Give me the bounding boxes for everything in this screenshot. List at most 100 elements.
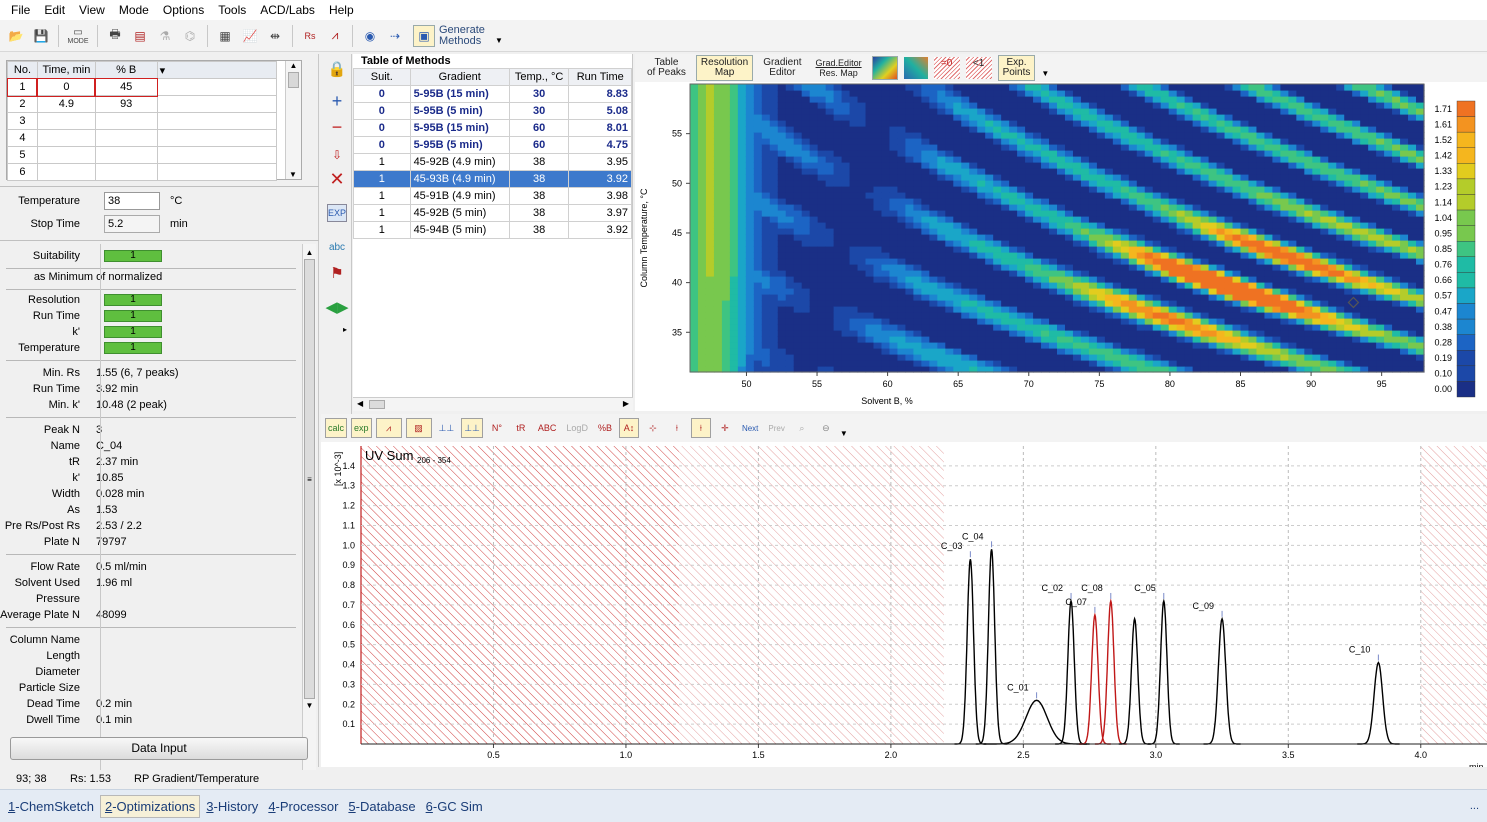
gradient-cell-b[interactable]: 45 <box>94 77 159 97</box>
report-icon[interactable]: ▤ <box>134 28 146 43</box>
save-icon[interactable]: 💾 <box>33 28 49 43</box>
generate-methods-button[interactable]: ▣ Generate Methods ▼ <box>413 24 503 47</box>
gradient-row[interactable]: 4 <box>7 129 278 147</box>
peak-trace[interactable] <box>1055 598 1087 745</box>
print-icon[interactable]: 🖶 <box>109 27 121 41</box>
add-icon[interactable]: + <box>331 90 343 111</box>
chromatogram-chart[interactable]: 0.5 1.0 1.5 2.0 2.5 3.0 3.5 4.0 1.4 1.3 1.2 1.1 1.0 0… <box>321 442 1487 767</box>
menu-options[interactable]: Options <box>162 3 205 17</box>
resolution-map-chart[interactable]: 50 55 60 65 70 75 80 85 90 95 35 40 45 50 55 Solvent B,… <box>635 82 1487 411</box>
zoom-region-icon[interactable]: ⌕ <box>799 422 805 433</box>
rs-label-icon[interactable]: tR <box>516 423 526 433</box>
scroll-thumb[interactable] <box>369 400 385 409</box>
more-tabs-icon[interactable]: ... <box>1469 800 1479 812</box>
lock-icon[interactable]: 🔒 <box>327 61 347 78</box>
columns-icon[interactable]: ⇹ <box>269 28 281 43</box>
tab-database[interactable]: 5-Database <box>348 798 416 814</box>
peak-trace[interactable] <box>954 559 987 745</box>
methods-row[interactable]: 1 45-92B (4.9 min) 38 3.95 <box>353 153 632 171</box>
peak-marker-icon[interactable]: ⊹ <box>649 422 657 433</box>
menu-mode[interactable]: Mode <box>118 3 149 17</box>
tab-history[interactable]: 3-History <box>206 798 259 814</box>
gradient-cell-b[interactable]: 93 <box>94 95 158 113</box>
pin-icon[interactable]: ⍿ <box>675 422 679 433</box>
flow-icon[interactable]: ⇢ <box>389 28 401 43</box>
zoom-out-icon[interactable]: ⊖ <box>822 422 830 433</box>
table-icon[interactable]: ▦ <box>219 28 231 43</box>
log-d-icon[interactable]: LogD <box>566 423 588 433</box>
map-view-3d-icon[interactable] <box>903 57 928 79</box>
gradient-row[interactable]: 1 0 45 <box>6 77 278 97</box>
menu-acdlabs[interactable]: ACD/Labs <box>260 3 315 17</box>
expand-horizontal-icon[interactable]: ◀▶ <box>325 299 349 316</box>
zero-region-button[interactable]: =0 <box>933 57 960 79</box>
exp-points-button[interactable]: Exp. Points <box>997 55 1036 81</box>
percent-b-icon[interactable]: %B <box>597 423 612 433</box>
gradient-cell-b[interactable] <box>94 112 158 130</box>
scroll-thumb[interactable]: ≡ <box>304 259 315 699</box>
tab-chemsketch[interactable]: 1-ChemSketch <box>8 798 94 814</box>
tab-gc-sim[interactable]: 6-GC Sim <box>425 798 483 814</box>
menu-tools[interactable]: Tools <box>218 3 247 17</box>
grad-editor-res-map-button[interactable]: Grad.Editor Res. Map <box>815 58 862 78</box>
scroll-down-icon[interactable]: ▼ <box>305 701 314 710</box>
gradient-cell-time[interactable] <box>36 129 96 147</box>
methods-row[interactable]: 1 45-91B (4.9 min) 38 3.98 <box>353 187 632 205</box>
mark-icon[interactable]: ⚑ <box>330 265 344 282</box>
graph-icon[interactable]: 📈 <box>242 28 258 43</box>
methods-row[interactable]: 0 5-95B (5 min) 60 4.75 <box>353 136 632 154</box>
disk-icon[interactable]: ◉ <box>364 28 376 43</box>
stick-spectrum-alt-icon[interactable]: ⊥⊥ <box>461 418 483 438</box>
chevron-down-icon[interactable]: ▼ <box>1041 68 1050 78</box>
gradient-cell-time[interactable] <box>36 146 96 164</box>
prev-peak-icon[interactable]: Prev <box>768 423 785 433</box>
scroll-left-icon[interactable]: ◀ <box>357 399 364 408</box>
peak-trace[interactable] <box>1118 616 1151 745</box>
results-scrollbar[interactable]: ▲ ≡ ▼ <box>302 244 316 784</box>
pin-selected-icon[interactable]: ⍿ <box>690 418 711 438</box>
gradient-row[interactable]: 2 4.9 93 <box>7 95 278 113</box>
gradient-cell-time[interactable] <box>36 163 96 181</box>
scroll-up-icon[interactable]: ▲ <box>289 61 298 70</box>
tab-optimizations[interactable]: 2-Optimizations <box>99 794 201 818</box>
minus-icon[interactable]: − <box>331 116 343 137</box>
stick-spectrum-icon[interactable]: ⊥⊥ <box>438 422 455 433</box>
menu-file[interactable]: File <box>11 3 31 17</box>
peaks-overlay-icon[interactable]: ⩘ <box>375 418 402 438</box>
menu-view[interactable]: View <box>79 3 105 17</box>
methods-row[interactable]: 0 5-95B (15 min) 60 8.01 <box>353 119 632 137</box>
stop-time-input[interactable] <box>104 215 160 233</box>
baseline-icon[interactable]: A↕ <box>618 418 639 438</box>
gradient-cell-b[interactable] <box>94 146 158 164</box>
gradient-table-scrollbar[interactable]: ▲ ▼ <box>285 61 301 179</box>
more-icon[interactable]: ▸ <box>342 324 347 334</box>
peaks-hatch-icon[interactable]: ▨ <box>405 418 432 438</box>
gradient-cell-time[interactable]: 0 <box>36 77 97 97</box>
gradient-cell-time[interactable] <box>36 112 96 130</box>
chevron-down-icon[interactable]: ▾ <box>156 61 278 79</box>
scroll-right-icon[interactable]: ▶ <box>622 399 629 408</box>
chevron-down-icon[interactable]: ▼ <box>839 428 848 438</box>
methods-row[interactable]: 1 45-92B (5 min) 38 3.97 <box>353 204 632 222</box>
peak-trace[interactable] <box>975 549 1008 745</box>
table-of-peaks-button[interactable]: Table of Peaks <box>647 57 686 78</box>
structure-icon[interactable]: ⚗ <box>159 28 171 43</box>
rs-icon[interactable]: Rs <box>304 30 316 41</box>
crosshair-icon[interactable]: ✛ <box>721 422 729 433</box>
gradient-row[interactable]: 5 <box>7 146 278 164</box>
mode-button[interactable]: ▭ MODE <box>67 26 89 45</box>
gradient-cell-b[interactable] <box>94 129 158 147</box>
gradient-cell-time[interactable]: 4.9 <box>36 95 96 113</box>
gradient-cell-b[interactable] <box>94 163 158 181</box>
methods-row[interactable]: 1 45-93B (4.9 min) 38 3.92 <box>353 170 632 188</box>
scroll-down-icon[interactable]: ▼ <box>289 170 297 179</box>
exp-icon[interactable]: EXP <box>327 204 347 222</box>
gradient-row[interactable]: 6 <box>7 163 278 181</box>
peak-trace[interactable] <box>1094 598 1127 745</box>
methods-row[interactable]: 1 45-94B (5 min) 38 3.92 <box>353 221 632 239</box>
current-point-marker[interactable] <box>1347 296 1360 309</box>
scroll-up-icon[interactable]: ▲ <box>305 248 314 257</box>
peak-trace[interactable] <box>1147 598 1180 745</box>
methods-row[interactable]: 0 5-95B (5 min) 30 5.08 <box>353 102 632 120</box>
peaks-icon[interactable]: ⩘ <box>331 28 339 42</box>
